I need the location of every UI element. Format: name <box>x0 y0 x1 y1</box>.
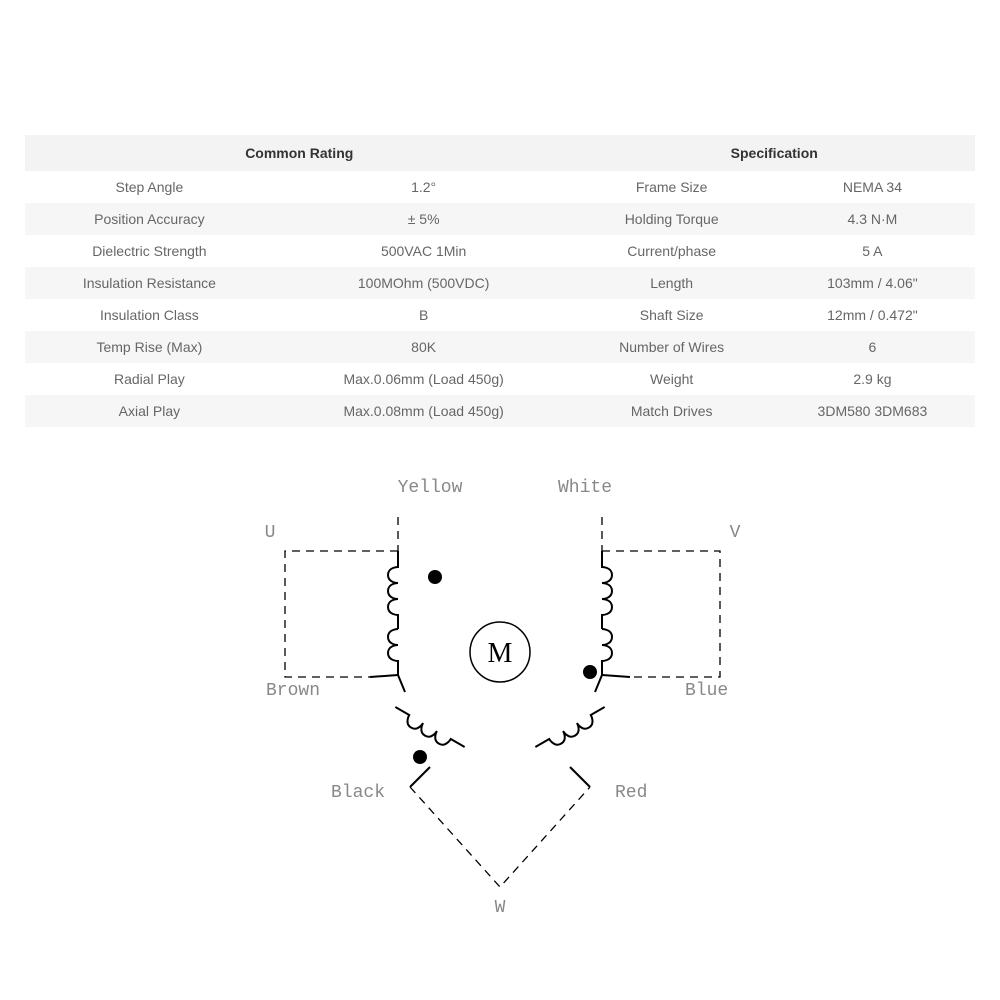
table-cell: Holding Torque <box>573 203 769 235</box>
table-cell: Shaft Size <box>573 299 769 331</box>
table-cell: Current/phase <box>573 235 769 267</box>
winding-right-lower-icon <box>535 707 609 756</box>
table-cell: Temp Rise (Max) <box>25 331 274 363</box>
wire-label-black: Black <box>331 783 385 803</box>
dashed-line-icon <box>602 551 720 677</box>
wiring-diagram: M <box>25 457 975 917</box>
table-cell: Max.0.08mm (Load 450g) <box>274 395 574 427</box>
table-cell: 500VAC 1Min <box>274 235 574 267</box>
table-cell: 6 <box>770 331 975 363</box>
table-cell: Insulation Class <box>25 299 274 331</box>
winding-top-left-icon <box>388 551 398 629</box>
table-cell: 100MOhm (500VDC) <box>274 267 574 299</box>
table-cell: 5 A <box>770 235 975 267</box>
table-row: Insulation Resistance100MOhm (500VDC)Len… <box>25 267 975 299</box>
winding-right-center-icon <box>602 629 612 675</box>
table-cell: Max.0.06mm (Load 450g) <box>274 363 574 395</box>
table-cell: Number of Wires <box>573 331 769 363</box>
terminal-dot-icon <box>428 570 442 584</box>
wire-label-brown: Brown <box>266 681 320 701</box>
dashed-line-icon <box>285 551 398 677</box>
wire-label-blue: Blue <box>685 681 728 701</box>
table-cell: Dielectric Strength <box>25 235 274 267</box>
table-cell: 3DM580 3DM683 <box>770 395 975 427</box>
table-cell: ± 5% <box>274 203 574 235</box>
terminal-dot-icon <box>413 750 427 764</box>
table-cell: Position Accuracy <box>25 203 274 235</box>
table-cell: Step Angle <box>25 171 274 203</box>
terminal-dot-icon <box>583 665 597 679</box>
table-row: Position Accuracy± 5%Holding Torque4.3 N… <box>25 203 975 235</box>
wire-label-w: W <box>495 898 506 917</box>
table-cell: 103mm / 4.06" <box>770 267 975 299</box>
header-specification: Specification <box>573 135 975 171</box>
wire-label-yellow: Yellow <box>398 478 463 498</box>
spec-table: Common Rating Specification Step Angle1.… <box>25 135 975 427</box>
dashed-line-icon <box>410 787 590 887</box>
header-common-rating: Common Rating <box>25 135 573 171</box>
wire-label-v: V <box>730 523 741 543</box>
table-cell: Insulation Resistance <box>25 267 274 299</box>
table-cell: Frame Size <box>573 171 769 203</box>
table-row: Step Angle1.2°Frame SizeNEMA 34 <box>25 171 975 203</box>
wire-label-white: White <box>558 478 612 498</box>
table-cell: Radial Play <box>25 363 274 395</box>
winding-left-center-icon <box>388 629 398 675</box>
winding-top-right-icon <box>602 551 612 629</box>
table-cell: 2.9 kg <box>770 363 975 395</box>
table-cell: 80K <box>274 331 574 363</box>
table-cell: NEMA 34 <box>770 171 975 203</box>
table-cell: Match Drives <box>573 395 769 427</box>
winding-left-lower-icon <box>390 707 464 756</box>
table-row: Axial PlayMax.0.08mm (Load 450g)Match Dr… <box>25 395 975 427</box>
table-cell: Weight <box>573 363 769 395</box>
table-cell: Length <box>573 267 769 299</box>
table-cell: Axial Play <box>25 395 274 427</box>
table-cell: 12mm / 0.472" <box>770 299 975 331</box>
table-row: Radial PlayMax.0.06mm (Load 450g)Weight2… <box>25 363 975 395</box>
wire-label-u: U <box>265 523 276 543</box>
table-row: Dielectric Strength500VAC 1MinCurrent/ph… <box>25 235 975 267</box>
table-row: Insulation ClassBShaft Size12mm / 0.472" <box>25 299 975 331</box>
motor-label: M <box>488 638 513 669</box>
table-row: Temp Rise (Max)80KNumber of Wires6 <box>25 331 975 363</box>
table-cell: B <box>274 299 574 331</box>
table-cell: 1.2° <box>274 171 574 203</box>
wire-label-red: Red <box>615 783 647 803</box>
table-cell: 4.3 N·M <box>770 203 975 235</box>
